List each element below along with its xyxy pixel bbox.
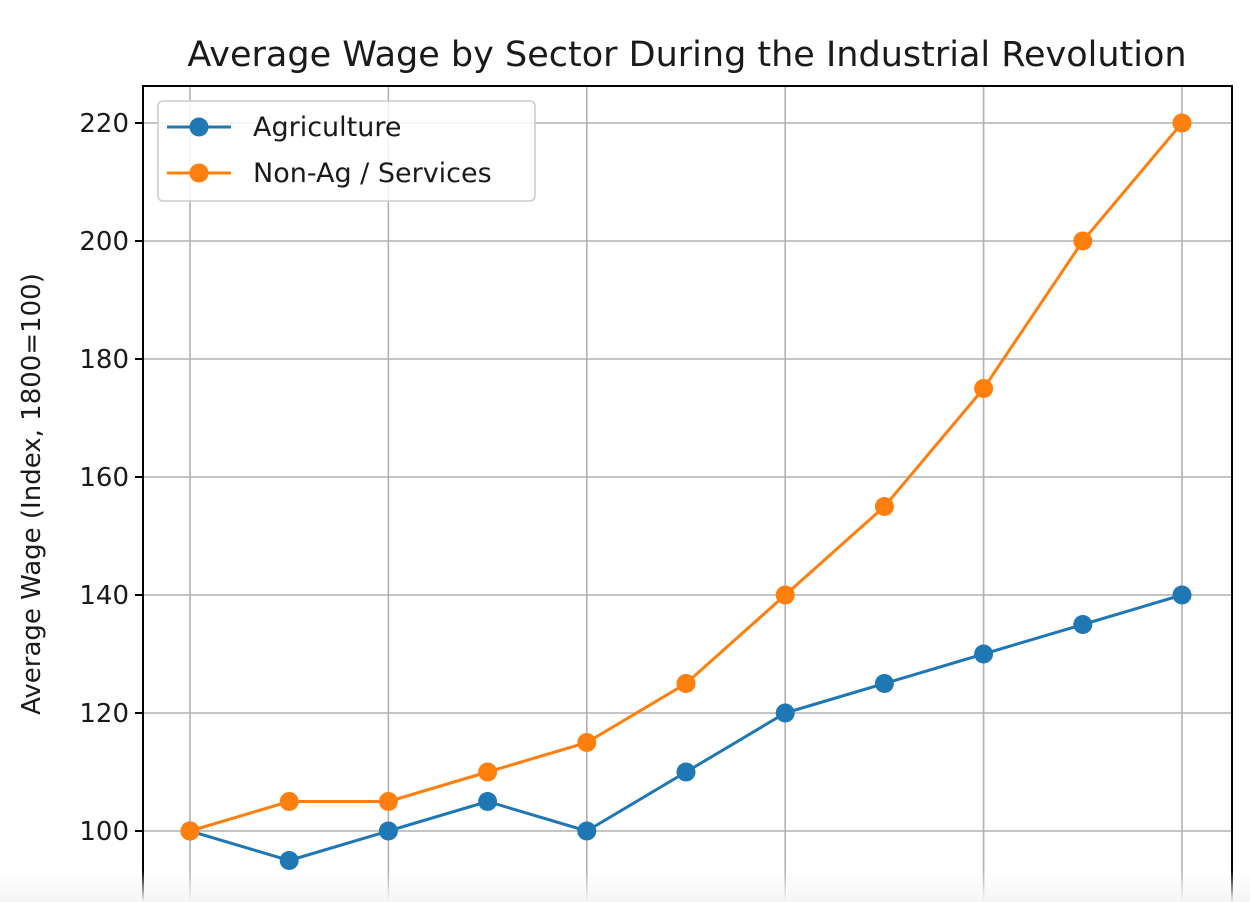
legend-label-non-ag-services: Non-Ag / Services xyxy=(253,158,492,189)
legend-marker-agriculture xyxy=(189,117,209,137)
data-point-agriculture-6 xyxy=(775,703,795,723)
data-point-agriculture-9 xyxy=(1073,615,1093,634)
data-point-non-ag-services-5 xyxy=(676,674,696,693)
series-layer xyxy=(180,113,1192,870)
y-tick-label-120: 120 xyxy=(79,699,129,729)
data-point-agriculture-5 xyxy=(676,762,696,782)
legend-marker-non-ag-services xyxy=(189,163,209,183)
y-tick-label-140: 140 xyxy=(79,581,129,611)
data-point-non-ag-services-1 xyxy=(279,792,299,811)
legend: Agriculture Non-Ag / Services xyxy=(157,100,536,202)
data-point-non-ag-services-6 xyxy=(775,585,795,605)
data-point-non-ag-services-3 xyxy=(478,762,498,782)
y-axis-label: Average Wage (Index, 1800=100) xyxy=(17,273,47,715)
data-point-agriculture-2 xyxy=(378,821,398,841)
data-point-non-ag-services-9 xyxy=(1073,231,1093,251)
legend-box xyxy=(157,100,536,202)
chart-title: Average Wage by Sector During the Indust… xyxy=(187,35,1186,75)
y-axis-ticks: 100 120 140 160 180 200 220 xyxy=(79,109,143,847)
y-tick-label-160: 160 xyxy=(79,463,129,493)
data-point-agriculture-7 xyxy=(874,674,894,693)
data-point-non-ag-services-0 xyxy=(180,821,200,841)
y-tick-label-220: 220 xyxy=(79,109,129,139)
data-point-non-ag-services-4 xyxy=(577,733,597,752)
y-tick-label-200: 200 xyxy=(79,227,129,257)
y-tick-label-100: 100 xyxy=(79,817,129,847)
data-point-agriculture-3 xyxy=(478,792,498,811)
data-point-agriculture-10 xyxy=(1172,585,1192,605)
grid-lines xyxy=(143,86,1232,902)
y-tick-label-180: 180 xyxy=(79,345,129,375)
legend-label-agriculture: Agriculture xyxy=(253,112,402,143)
data-point-non-ag-services-2 xyxy=(378,792,398,811)
data-point-non-ag-services-7 xyxy=(874,497,894,516)
data-point-agriculture-1 xyxy=(279,851,299,870)
data-point-agriculture-4 xyxy=(577,821,597,841)
data-point-non-ag-services-10 xyxy=(1172,113,1192,133)
data-point-agriculture-8 xyxy=(974,644,994,664)
bottom-edge-fade xyxy=(0,870,1250,902)
data-point-non-ag-services-8 xyxy=(974,379,994,398)
axes-frame xyxy=(142,85,1233,902)
